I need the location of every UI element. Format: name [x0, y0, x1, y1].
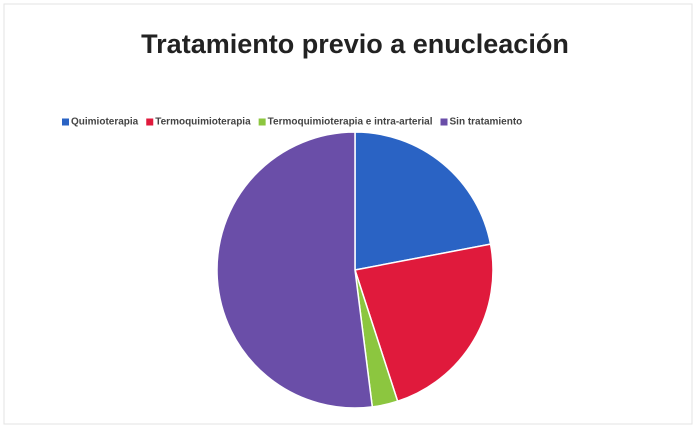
legend-label: Termoquimioterapia e intra-arterial — [268, 117, 433, 128]
legend-swatch — [440, 118, 448, 126]
legend-swatch — [258, 118, 266, 126]
legend-label: Quimioterapia — [71, 117, 139, 128]
pie-slice — [354, 243, 494, 403]
pie — [216, 131, 494, 409]
pie-slice — [216, 131, 374, 409]
legend-swatch — [146, 118, 154, 126]
pie-slice — [354, 131, 492, 271]
chart-title: Tratamiento previo a enucleación — [141, 29, 569, 59]
legend: Quimioterapia Termoquimioterapia Termoquim… — [62, 117, 522, 128]
legend-swatch — [62, 118, 69, 126]
legend-label: Termoquimioterapia — [155, 117, 251, 128]
legend-label: Sin tratamiento — [450, 117, 523, 128]
